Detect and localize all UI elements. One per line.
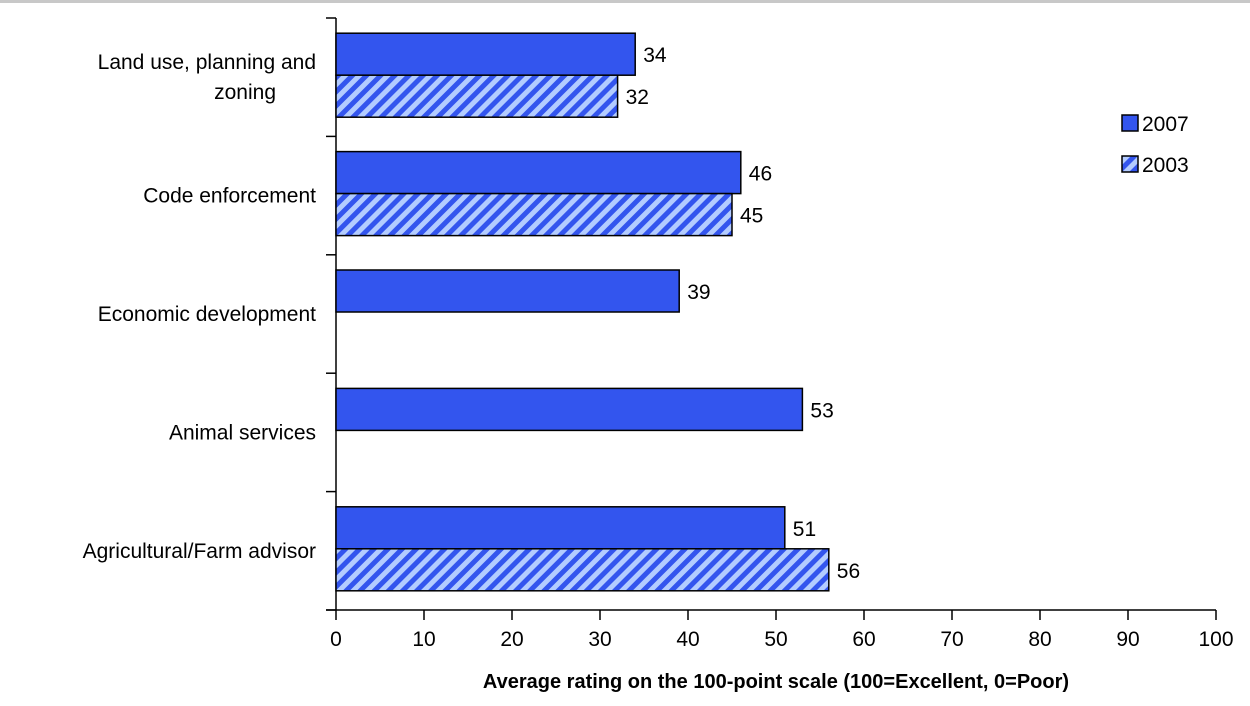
bar-2003 [335, 74, 619, 118]
data-label: 34 [643, 44, 667, 67]
x-tick-label: 0 [330, 628, 342, 651]
x-tick-label: 80 [1028, 628, 1051, 651]
x-tick-label: 60 [852, 628, 875, 651]
legend-swatch-2007 [1121, 114, 1139, 132]
x-tick-label: 10 [412, 628, 435, 651]
x-tick-label: 20 [500, 628, 523, 651]
category-label: Economic development [98, 303, 316, 326]
data-label: 56 [837, 560, 860, 583]
x-tick-label: 30 [588, 628, 611, 651]
x-tick-label: 70 [940, 628, 963, 651]
x-tick-label: 90 [1116, 628, 1139, 651]
legend-label: 2003 [1142, 154, 1189, 177]
data-label: 32 [626, 86, 649, 109]
legend-swatch-2003 [1121, 155, 1139, 173]
legend-label: 2007 [1142, 113, 1189, 136]
bar-2007 [335, 269, 680, 313]
bar-2003 [335, 548, 830, 592]
data-label: 39 [687, 281, 710, 304]
bar-2007 [335, 32, 636, 76]
bar-2007 [335, 506, 786, 550]
category-label: zoning [214, 81, 276, 104]
x-tick-label: 40 [676, 628, 699, 651]
x-tick-label: 100 [1198, 628, 1233, 651]
bar-2003 [335, 192, 733, 237]
bar-2007 [335, 387, 804, 432]
bar-2007 [335, 150, 742, 195]
category-label: Agricultural/Farm advisor [83, 540, 316, 563]
top-border-line [0, 0, 1250, 3]
x-axis-title: Average rating on the 100-point scale (1… [483, 671, 1069, 693]
x-tick-label: 50 [764, 628, 787, 651]
data-label: 51 [793, 518, 816, 541]
category-label: Land use, planning and [98, 51, 316, 74]
category-label: Code enforcement [143, 185, 316, 208]
data-label: 45 [740, 205, 763, 228]
data-label: 46 [749, 163, 772, 186]
plot-area: 0 10 20 30 40 50 60 70 80 90 100 Average rating on … [83, 17, 1234, 693]
category-label: Animal services [169, 421, 316, 444]
data-label: 53 [810, 399, 833, 422]
